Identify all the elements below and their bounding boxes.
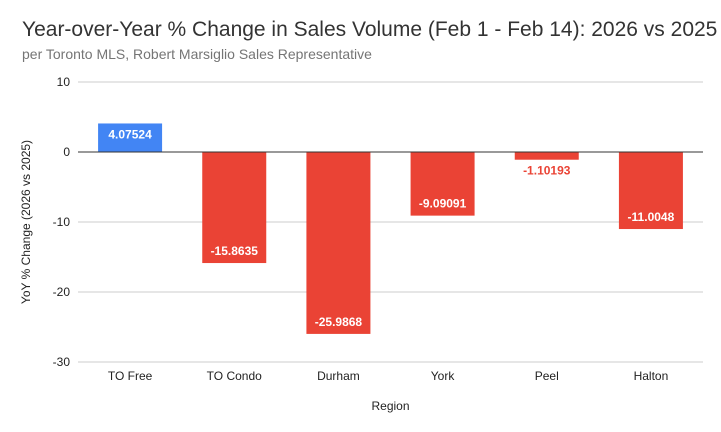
bar: [98, 123, 163, 152]
x-tick-label: York: [431, 369, 456, 383]
chart-title: Year-over-Year % Change in Sales Volume …: [22, 18, 718, 41]
y-tick-label: -10: [53, 215, 71, 229]
data-label: 4.07524: [108, 127, 152, 141]
bar: [202, 152, 267, 264]
bar: [618, 152, 683, 230]
data-label: -11.0048: [628, 210, 675, 224]
x-axis-title: Region: [371, 399, 409, 413]
y-axis-title: YoY % Change (2026 vs 2025): [19, 140, 33, 304]
bar: [306, 152, 371, 334]
x-tick-label: TO Condo: [207, 369, 262, 383]
x-tick-label: Halton: [634, 369, 669, 383]
chart-subtitle: per Toronto MLS, Robert Marsiglio Sales …: [22, 46, 372, 62]
y-tick-label: 10: [57, 75, 71, 89]
bar: [410, 152, 475, 216]
y-tick-label: 0: [63, 145, 70, 159]
x-tick-label: TO Free: [108, 369, 153, 383]
y-tick-label: -20: [53, 285, 71, 299]
data-label: -25.9868: [315, 315, 363, 329]
data-label: -15.8635: [211, 244, 259, 258]
y-tick-label: -30: [53, 355, 71, 369]
x-tick-label: Peel: [535, 369, 559, 383]
bar: [514, 152, 579, 160]
data-label: -9.09091: [419, 197, 467, 211]
x-tick-label: Durham: [317, 369, 360, 383]
data-label: -1.10193: [523, 164, 571, 178]
